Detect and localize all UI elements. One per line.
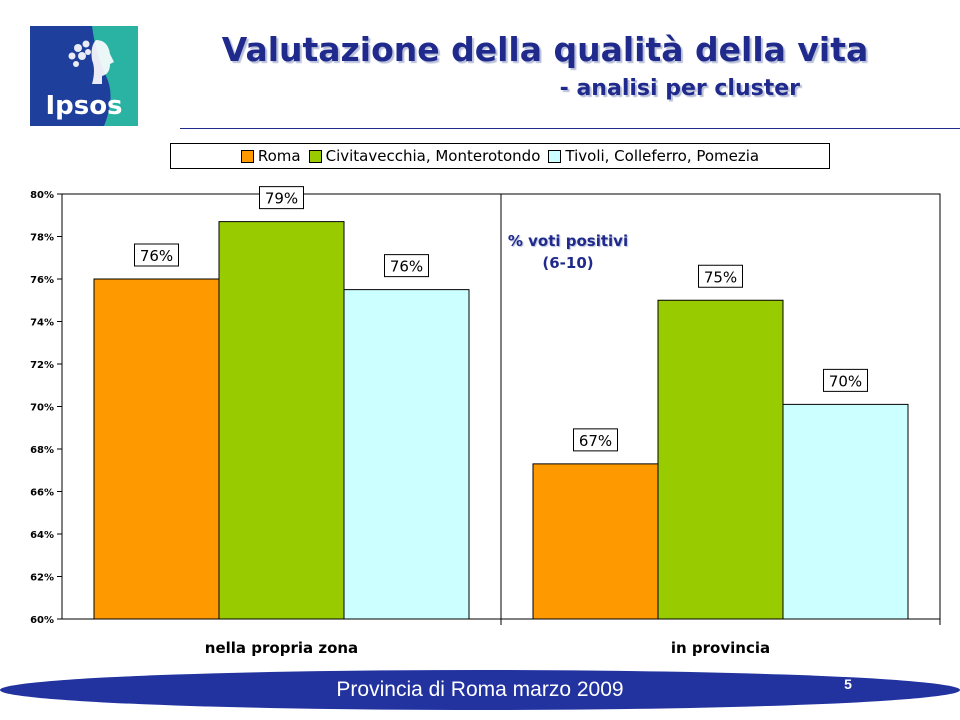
bar-2-2: [657, 299, 784, 620]
y-tick-label: 68%: [30, 445, 54, 456]
annotation-line-2: (6-10): [542, 254, 593, 272]
chart-annotation: % voti positivi (6-10): [508, 232, 628, 272]
footer-text: Provincia di Roma marzo 2009: [336, 678, 624, 701]
page-number: 5: [844, 676, 852, 692]
y-tick-label: 64%: [30, 530, 54, 541]
data-label: 76%: [140, 247, 173, 265]
ipsos-logo: Ipsos: [30, 26, 138, 126]
bar-3-1: [343, 289, 470, 620]
data-label: 67%: [579, 432, 612, 450]
y-tick-label: 66%: [30, 488, 54, 499]
logo-text: Ipsos: [45, 91, 122, 121]
data-label: 79%: [265, 190, 298, 208]
legend-swatch-tivoli: [548, 149, 562, 163]
data-label-box: [134, 243, 179, 267]
x-category-label: in provincia: [671, 639, 770, 657]
legend-label-tivoli: Tivoli, Colleferro, Pomezia: [565, 147, 760, 165]
logo-head-icon: [68, 40, 114, 84]
data-label-box: [384, 254, 429, 278]
legend-label-roma: Roma: [257, 147, 301, 165]
page-subtitle: - analisi per cluster: [559, 76, 800, 101]
title-divider: [180, 128, 960, 129]
data-label: 70%: [829, 372, 862, 390]
y-tick-label: 76%: [30, 275, 54, 286]
y-tick-label: 80%: [30, 190, 54, 201]
annotation-line-1: % voti positivi: [508, 232, 628, 250]
x-category-label: nella propria zona: [205, 639, 358, 657]
data-label: 75%: [704, 268, 737, 286]
y-tick-label: 70%: [30, 403, 54, 414]
legend-swatch-civitavecchia: [308, 149, 322, 163]
legend-item-civitavecchia: Civitavecchia, Monterotondo: [308, 147, 541, 165]
footer-band: [0, 670, 960, 710]
bar-1-2: [532, 463, 659, 620]
bar-3-2: [782, 403, 909, 620]
chart-legend: Roma Civitavecchia, Monterotondo Tivoli,…: [170, 143, 830, 169]
bar-chart: 60% 62% 64% 66% 68% 70% 72% 74% 76% 78% 80% 76% 79% 7…: [30, 186, 941, 657]
page-title: Valutazione della qualità della vita: [221, 30, 869, 69]
data-label-box: [823, 368, 868, 392]
y-tick-label: 60%: [30, 615, 54, 626]
y-tick-label: 62%: [30, 573, 54, 584]
y-tick-label: 74%: [30, 318, 54, 329]
data-label-box: [573, 428, 618, 452]
bar-1-1: [93, 278, 220, 620]
legend-label-civitavecchia: Civitavecchia, Monterotondo: [325, 147, 541, 165]
data-label-box: [259, 186, 304, 210]
data-label: 76%: [390, 258, 423, 276]
y-tick-label: 72%: [30, 360, 54, 371]
legend-item-roma: Roma: [240, 147, 301, 165]
y-tick-label: 78%: [30, 233, 54, 244]
data-label-box: [698, 264, 743, 288]
legend-swatch-roma: [240, 149, 254, 163]
bar-2-1: [218, 221, 345, 620]
legend-item-tivoli: Tivoli, Colleferro, Pomezia: [548, 147, 759, 165]
